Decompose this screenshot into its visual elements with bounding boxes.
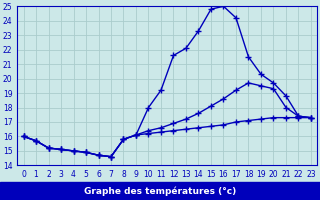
Bar <box>0 182 320 200</box>
Text: Graphe des températures (°c): Graphe des températures (°c) <box>84 186 236 196</box>
